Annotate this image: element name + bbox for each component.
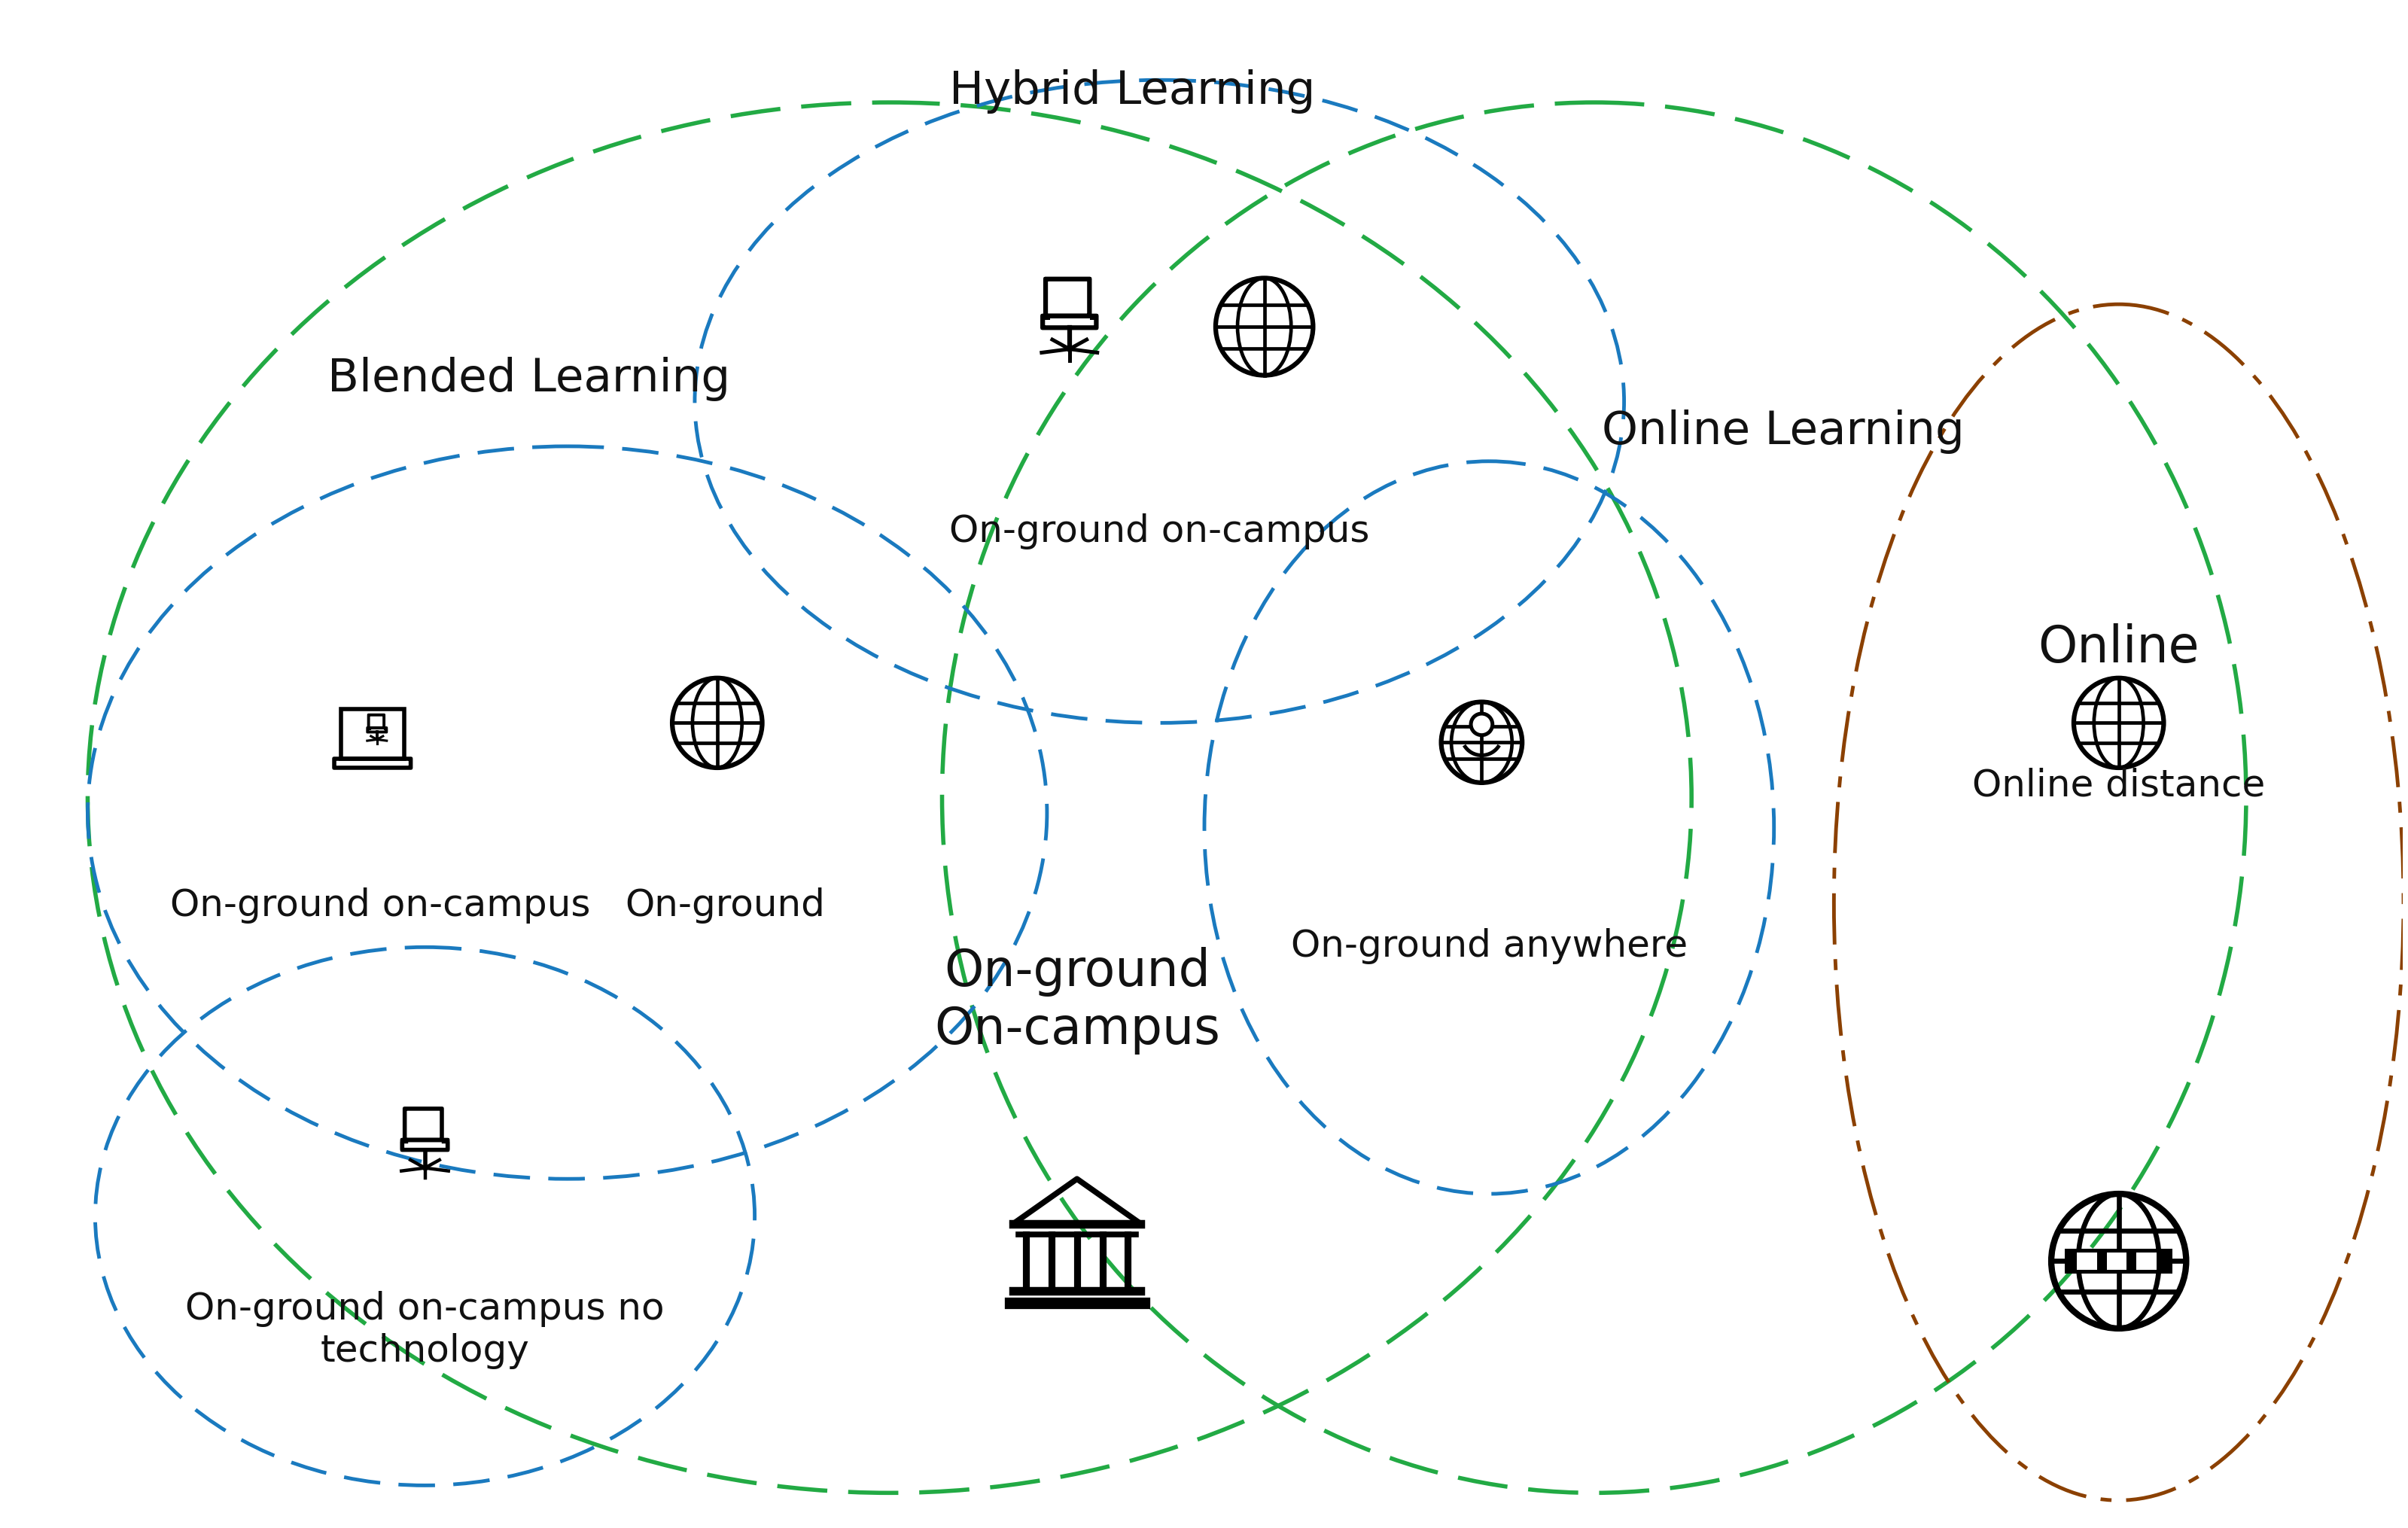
Text: On-ground on-campus: On-ground on-campus	[169, 888, 590, 923]
Bar	[2078, 1253, 2097, 1270]
Text: Blended Learning: Blended Learning	[327, 358, 730, 402]
Text: Online distance: Online distance	[1972, 767, 2266, 804]
Text: Online Learning: Online Learning	[1601, 410, 1965, 454]
Text: On-ground on-campus no
technology: On-ground on-campus no technology	[185, 1291, 665, 1369]
Bar	[2107, 1253, 2126, 1270]
Circle shape	[1471, 714, 1493, 735]
Text: On-ground anywhere: On-ground anywhere	[1291, 929, 1688, 964]
Text: On-ground: On-ground	[624, 888, 826, 923]
Text: Online: Online	[2037, 623, 2199, 672]
Bar	[342, 709, 405, 759]
Text: On-ground on-campus: On-ground on-campus	[949, 513, 1370, 550]
Bar	[2064, 1248, 2172, 1273]
Text: Hybrid Learning: Hybrid Learning	[949, 69, 1315, 113]
Bar	[2136, 1253, 2158, 1270]
Text: On-ground
On-campus: On-ground On-campus	[934, 947, 1221, 1054]
